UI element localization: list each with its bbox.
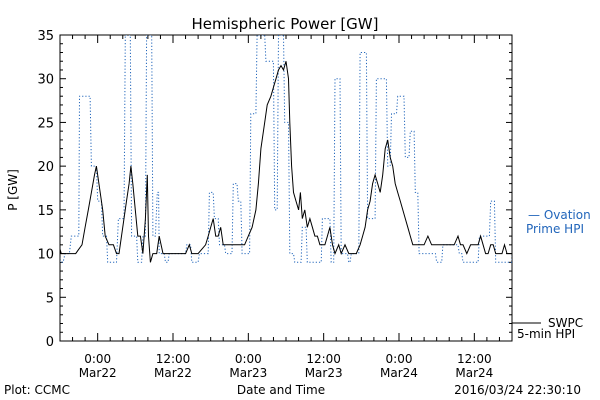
legend-swpc-line1: SWPC — [548, 316, 583, 330]
footer-timestamp: 2016/03/24 22:30:10 — [454, 383, 581, 397]
footer-plot-credit: Plot: CCMC — [4, 383, 70, 397]
y-tick-label: 25 — [37, 116, 54, 131]
x-tick-label-date: Mar24 — [455, 366, 493, 380]
x-tick-label-time: 0:00 — [386, 352, 413, 366]
x-tick-label-date: Mar22 — [79, 366, 117, 380]
x-tick-label-time: 12:00 — [306, 352, 341, 366]
x-tick-label-date: Mar23 — [229, 366, 267, 380]
series-layer — [60, 35, 512, 263]
x-tick-label-date: Mar24 — [380, 366, 418, 380]
y-axis-label: P [GW] — [6, 169, 20, 211]
y-tick-label: 10 — [37, 248, 54, 263]
x-tick-label-date: Mar23 — [305, 366, 343, 380]
legend-swpc: SWPC 5-min HPI — [512, 316, 583, 341]
y-tick-label: 20 — [37, 160, 54, 175]
x-tick-label-time: 12:00 — [457, 352, 492, 366]
series-line-ovation — [60, 35, 512, 263]
y-tick-label: 35 — [37, 29, 54, 44]
legend-swpc-line2: 5-min HPI — [517, 327, 575, 341]
y-tick-label: 0 — [46, 335, 54, 350]
legend-ovation-line2: Prime HPI — [526, 222, 584, 236]
y-tick-label: 15 — [37, 204, 54, 219]
x-axis-ticks: 0:00Mar2212:00Mar220:00Mar2312:00Mar230:… — [59, 35, 513, 380]
x-tick-label-date: Mar22 — [154, 366, 192, 380]
legend-ovation-line1: — Ovation — [528, 208, 591, 222]
plot-frame — [59, 34, 513, 342]
series-line-swpc — [60, 61, 512, 263]
x-tick-label-time: 0:00 — [84, 352, 111, 366]
y-axis-ticks: 0 5 10 15 20 25 30 35 — [37, 29, 512, 350]
y-tick-label: 30 — [37, 73, 54, 88]
x-tick-label-time: 12:00 — [156, 352, 191, 366]
x-axis-label: Date and Time — [237, 383, 325, 397]
x-tick-label-time: 0:00 — [235, 352, 262, 366]
y-tick-label: 5 — [46, 291, 54, 306]
chart-title: Hemispheric Power [GW] — [192, 15, 379, 33]
legend-ovation: — Ovation Prime HPI — [526, 208, 591, 236]
